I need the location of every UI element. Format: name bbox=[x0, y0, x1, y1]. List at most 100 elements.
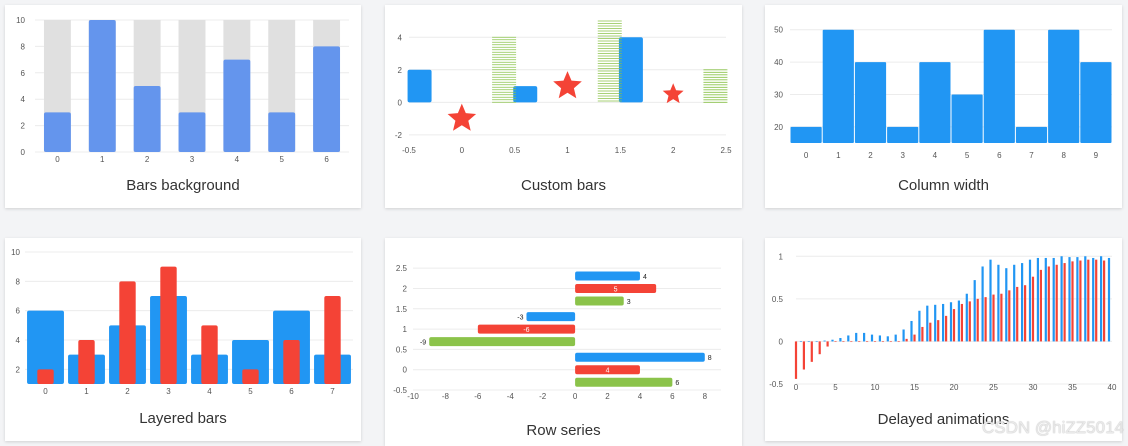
bar-series-1 bbox=[27, 310, 64, 384]
row-bar bbox=[575, 365, 640, 375]
x-tick-label: 7 bbox=[330, 387, 335, 396]
chart-custom-bars: -2 0 2 4 -0.5 0 0.5 1 1.5 2 2.5 bbox=[395, 20, 732, 155]
x-tick-label: 2.5 bbox=[720, 146, 732, 155]
x-tick-label: -4 bbox=[507, 392, 515, 401]
bar-red bbox=[1055, 264, 1058, 342]
bar-red bbox=[992, 294, 995, 342]
bar-blue bbox=[1052, 257, 1055, 342]
star-marker bbox=[447, 103, 477, 131]
bar-label: -9 bbox=[420, 340, 426, 347]
bar-blue bbox=[1013, 264, 1016, 342]
y-tick-label: 0 bbox=[403, 366, 408, 375]
x-tick-label: 7 bbox=[1029, 151, 1034, 160]
bar-red bbox=[1095, 259, 1098, 342]
x-tick-label: 15 bbox=[910, 383, 919, 392]
x-tick-label: -0.5 bbox=[402, 146, 416, 155]
bar-blue bbox=[926, 305, 929, 342]
chart-layered-bars: 2 4 6 8 10 0 1 2 3 4 5 6 7 bbox=[11, 248, 353, 396]
bar-label: -3 bbox=[517, 315, 523, 322]
bar-series-2 bbox=[37, 369, 54, 384]
y-tick-label: 1 bbox=[779, 252, 784, 261]
bar-red bbox=[968, 301, 971, 342]
x-tick-label: 5 bbox=[965, 151, 970, 160]
bar-blue bbox=[989, 259, 992, 342]
y-tick-label: 30 bbox=[774, 90, 783, 99]
row-bar bbox=[575, 283, 657, 293]
y-tick-label: 0 bbox=[21, 148, 26, 157]
x-tick-label: 4 bbox=[207, 387, 212, 396]
bar-red bbox=[897, 341, 900, 343]
x-tick-label: 30 bbox=[1029, 383, 1038, 392]
bar-red bbox=[913, 334, 916, 342]
y-tick-label: 10 bbox=[16, 16, 25, 25]
y-tick-label: 8 bbox=[21, 42, 26, 51]
bar-blue bbox=[949, 302, 953, 342]
bar bbox=[1048, 29, 1080, 143]
bar-red bbox=[1087, 259, 1090, 342]
bar-blue bbox=[973, 280, 976, 342]
y-tick-label: 2 bbox=[403, 284, 408, 293]
bar bbox=[223, 59, 251, 152]
x-tick-label: 0.5 bbox=[509, 146, 521, 155]
watermark: CSDN @hiZZ5014 bbox=[982, 418, 1124, 437]
bar-blue bbox=[1036, 257, 1039, 342]
bar-red bbox=[1008, 290, 1011, 342]
bar-label: 5 bbox=[614, 286, 618, 293]
bar-blue bbox=[799, 341, 802, 343]
x-tick-label: 1 bbox=[84, 387, 89, 396]
bar-red bbox=[1047, 266, 1050, 342]
x-tick-label: 2 bbox=[125, 387, 130, 396]
star-marker bbox=[553, 71, 582, 99]
hatched-bar bbox=[703, 69, 728, 103]
bar-blue bbox=[1100, 256, 1103, 342]
x-tick-label: 0 bbox=[804, 151, 809, 160]
bar-blue bbox=[1084, 256, 1087, 342]
y-tick-label: 40 bbox=[774, 58, 783, 67]
chart-title: Layered bars bbox=[139, 410, 227, 427]
bar bbox=[887, 126, 919, 143]
x-tick-label: 6 bbox=[997, 151, 1002, 160]
x-tick-label: 3 bbox=[166, 387, 171, 396]
bar-blue bbox=[1028, 259, 1032, 342]
bar-blue bbox=[1068, 257, 1071, 342]
x-tick-label: 8 bbox=[703, 392, 708, 401]
bar-red bbox=[1063, 263, 1066, 342]
x-tick-label: 10 bbox=[871, 383, 880, 392]
x-tick-label: 0 bbox=[55, 155, 60, 164]
card-custom-bars: -2 0 2 4 -0.5 0 0.5 1 1.5 2 2.5 Custom bars bbox=[385, 5, 742, 208]
y-tick-label: 0.5 bbox=[396, 345, 408, 354]
x-tick-label: 35 bbox=[1068, 383, 1077, 392]
y-tick-label: 50 bbox=[774, 26, 783, 35]
x-tick-label: 9 bbox=[1094, 151, 1099, 160]
x-tick-label: 6 bbox=[324, 155, 329, 164]
bar-blue bbox=[997, 264, 1000, 342]
bar-series-2 bbox=[78, 340, 95, 384]
bar-red bbox=[1031, 276, 1035, 342]
hatched-bar bbox=[597, 20, 622, 102]
x-tick-label: 2 bbox=[671, 146, 676, 155]
card-row-series: -0.5 0 0.5 1 1.5 2 2.5 -10 -8 -6 -4 -2 0 2 4 6 8 4 5 3 -3 -6-… bbox=[385, 238, 742, 446]
bar-blue bbox=[1076, 257, 1079, 342]
bar-red bbox=[937, 320, 940, 342]
bar-red bbox=[905, 338, 908, 342]
chart-title: Column width bbox=[898, 177, 989, 194]
bar-blue bbox=[807, 341, 810, 343]
bar-blue bbox=[1107, 257, 1111, 342]
row-bar bbox=[575, 377, 673, 387]
chart-delayed-animations: -0.500.510 5 10 15 20 25 30 35 40 bbox=[769, 252, 1117, 392]
bar bbox=[854, 62, 887, 143]
bar-label: 4 bbox=[606, 368, 610, 375]
row-bar bbox=[575, 352, 705, 362]
chart-title: Row series bbox=[526, 422, 601, 439]
x-tick-label: 1 bbox=[100, 155, 105, 164]
row-bar bbox=[429, 337, 576, 347]
y-tick-label: 0.5 bbox=[772, 295, 784, 304]
bar bbox=[407, 69, 432, 103]
x-tick-label: 2 bbox=[868, 151, 873, 160]
x-tick-label: 4 bbox=[235, 155, 240, 164]
bar bbox=[313, 46, 341, 152]
bar-blue bbox=[902, 329, 905, 342]
bar-blue bbox=[815, 341, 818, 343]
x-tick-label: 4 bbox=[638, 392, 643, 401]
chart-title: Custom bars bbox=[520, 177, 607, 194]
